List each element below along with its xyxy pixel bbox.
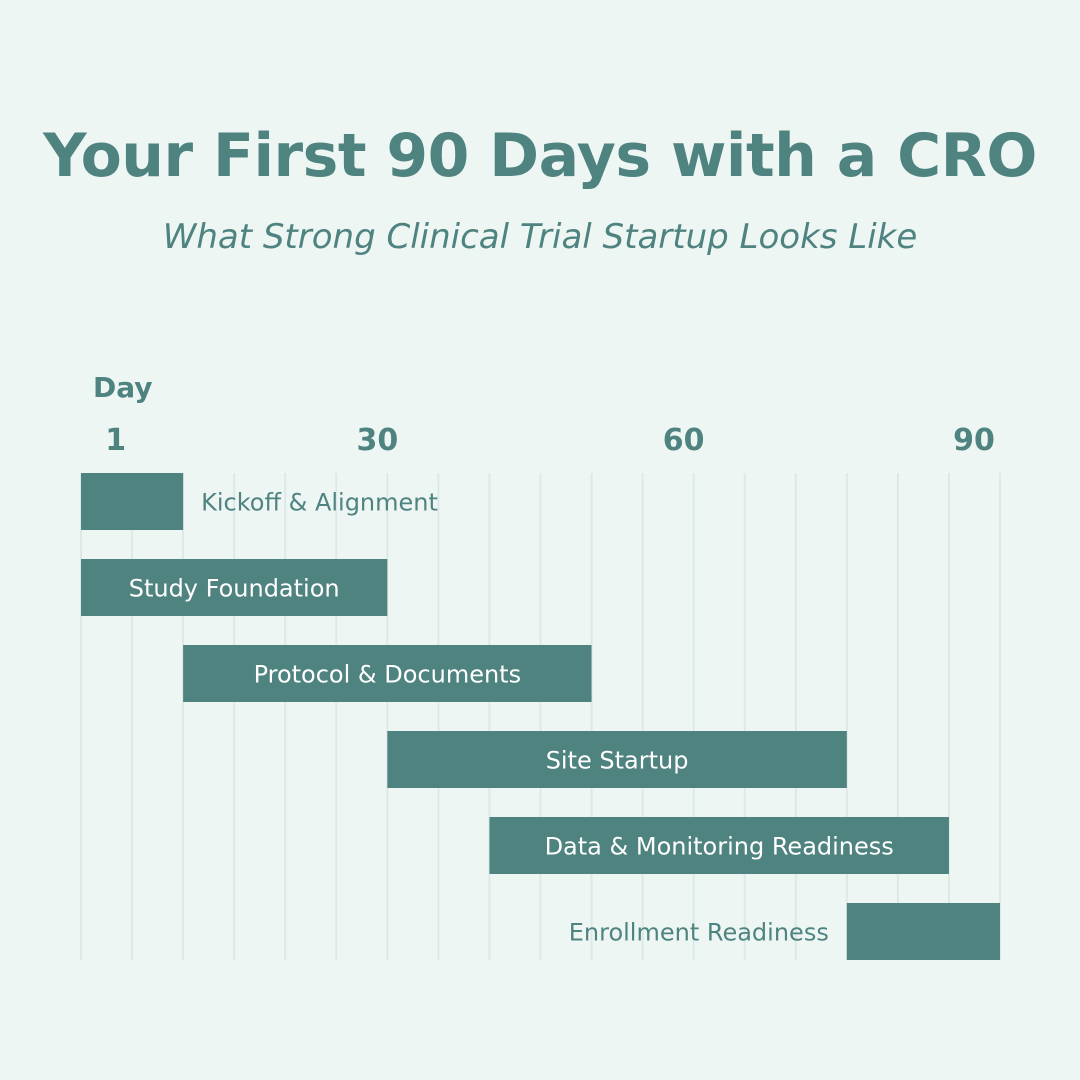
x-tick-label: 1: [105, 423, 126, 458]
x-tick-label: 30: [356, 423, 398, 458]
gantt-bars: Kickoff & Alignment Study Foundation Proto…: [81, 473, 1000, 960]
chart-title: Your First 90 Days with a CRO: [43, 121, 1037, 191]
gantt-bar-label: Kickoff & Alignment: [201, 489, 438, 517]
gantt-bar: [183, 645, 592, 702]
gantt-bar: [387, 731, 847, 788]
grid-lines: [80, 473, 1001, 960]
gantt-bar-label: Site Startup: [546, 747, 689, 775]
gantt-bar: [81, 473, 184, 530]
gantt-bar: [846, 903, 1000, 960]
gantt-bar-label: Study Foundation: [129, 575, 340, 603]
x-tick-label: 90: [953, 423, 995, 458]
gantt-bar-label: Enrollment Readiness: [569, 919, 829, 947]
chart-subtitle: What Strong Clinical Trial Startup Looks…: [162, 217, 918, 257]
x-axis-ticks: 1 30 60 90: [105, 423, 995, 458]
gantt-bar-label: Data & Monitoring Readiness: [545, 833, 894, 861]
x-tick-label: 60: [663, 423, 705, 458]
gantt-bar-label: Protocol & Documents: [254, 661, 522, 689]
x-axis-title: Day: [93, 371, 153, 404]
gantt-bar: [81, 559, 388, 616]
gantt-bar: [489, 817, 949, 874]
